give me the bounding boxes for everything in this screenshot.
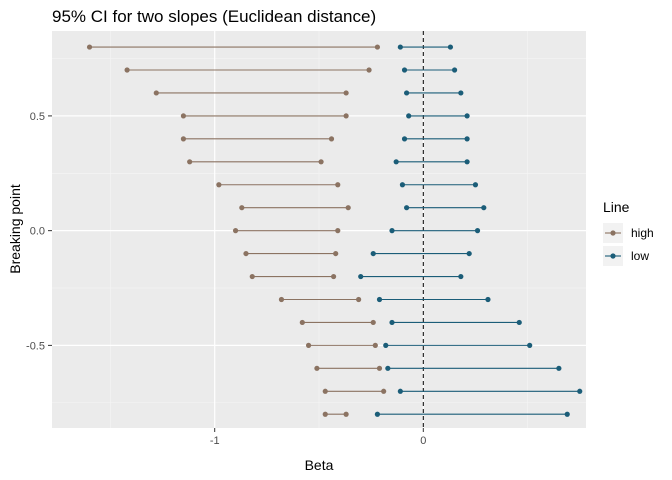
legend-label-high: high	[631, 226, 654, 240]
high-lower-point	[153, 90, 159, 96]
low-upper-point	[458, 90, 464, 96]
y-tick-label: -0.5	[26, 340, 45, 352]
low-upper-point	[451, 67, 458, 73]
low-lower-point	[393, 159, 399, 165]
high-upper-point	[328, 136, 335, 142]
low-lower-point	[374, 411, 381, 417]
high-lower-point	[278, 296, 285, 303]
high-upper-point	[333, 250, 339, 257]
high-upper-point	[335, 228, 341, 234]
x-axis: -1 0	[210, 428, 426, 447]
legend-label-low: low	[631, 249, 649, 263]
low-lower-point	[370, 250, 376, 257]
low-upper-point	[481, 205, 487, 211]
low-upper-point	[447, 44, 454, 50]
low-upper-point	[564, 411, 570, 417]
high-lower-point	[232, 228, 239, 234]
low-upper-point	[474, 228, 481, 234]
low-upper-point	[464, 159, 470, 165]
interval-marks	[86, 44, 583, 417]
legend-items: high low	[603, 223, 654, 266]
low-lower-point	[406, 113, 412, 119]
series-high	[86, 44, 387, 417]
low-lower-point	[389, 319, 395, 326]
minor-gridlines	[52, 31, 586, 428]
high-upper-point	[370, 319, 376, 326]
y-axis: 0.5 0.0 -0.5	[26, 111, 52, 352]
high-upper-point	[376, 365, 383, 371]
high-lower-point	[299, 319, 305, 326]
high-lower-point	[124, 67, 130, 73]
high-lower-point	[239, 205, 245, 211]
low-lower-point	[404, 205, 410, 211]
high-lower-point	[86, 44, 93, 50]
high-lower-point	[216, 182, 222, 188]
x-tick-label: -1	[210, 435, 220, 447]
high-lower-point	[180, 113, 187, 119]
low-lower-point	[404, 90, 410, 96]
high-upper-point	[343, 411, 349, 417]
high-upper-point	[381, 388, 387, 394]
high-lower-point	[243, 250, 249, 257]
low-lower-point	[401, 67, 408, 73]
low-lower-point	[397, 388, 403, 394]
low-lower-point	[383, 342, 389, 348]
chart-title: 95% CI for two slopes (Euclidean distanc…	[52, 7, 376, 26]
low-upper-point	[458, 273, 464, 280]
high-lower-point	[249, 273, 255, 280]
low-upper-point	[485, 296, 491, 303]
series-low	[358, 44, 583, 417]
high-upper-point	[331, 273, 337, 280]
low-upper-point	[464, 113, 470, 119]
high-upper-point	[374, 44, 381, 50]
legend-key-point-high	[610, 230, 616, 236]
high-lower-point	[322, 411, 328, 417]
low-lower-point	[376, 296, 383, 303]
high-upper-point	[356, 296, 362, 303]
legend-key-point-low	[610, 253, 616, 259]
low-upper-point	[472, 182, 479, 188]
legend-title: Line	[603, 199, 630, 215]
high-upper-point	[345, 205, 351, 211]
x-tick-label: 0	[420, 435, 426, 447]
low-upper-point	[464, 136, 470, 142]
low-lower-point	[385, 365, 391, 371]
low-lower-point	[397, 44, 403, 50]
low-upper-point	[527, 342, 533, 348]
low-upper-point	[556, 365, 562, 371]
high-lower-point	[187, 159, 193, 165]
low-lower-point	[389, 228, 395, 234]
high-upper-point	[343, 113, 349, 119]
low-upper-point	[516, 319, 522, 326]
high-upper-point	[366, 67, 372, 73]
high-upper-point	[343, 90, 349, 96]
high-upper-point	[372, 342, 378, 348]
low-upper-point	[577, 388, 583, 394]
high-lower-point	[180, 136, 187, 142]
legend: Line high low	[603, 199, 654, 266]
high-lower-point	[314, 365, 320, 371]
y-axis-title: Breaking point	[7, 184, 23, 274]
low-lower-point	[358, 273, 364, 280]
y-tick-label: 0.5	[30, 111, 45, 123]
low-upper-point	[466, 250, 472, 257]
high-lower-point	[305, 342, 312, 348]
x-axis-title: Beta	[305, 457, 334, 473]
high-upper-point	[335, 182, 341, 188]
low-lower-point	[399, 182, 406, 188]
low-lower-point	[401, 136, 408, 142]
high-upper-point	[318, 159, 324, 165]
high-lower-point	[322, 388, 328, 394]
y-tick-label: 0.0	[30, 226, 45, 238]
